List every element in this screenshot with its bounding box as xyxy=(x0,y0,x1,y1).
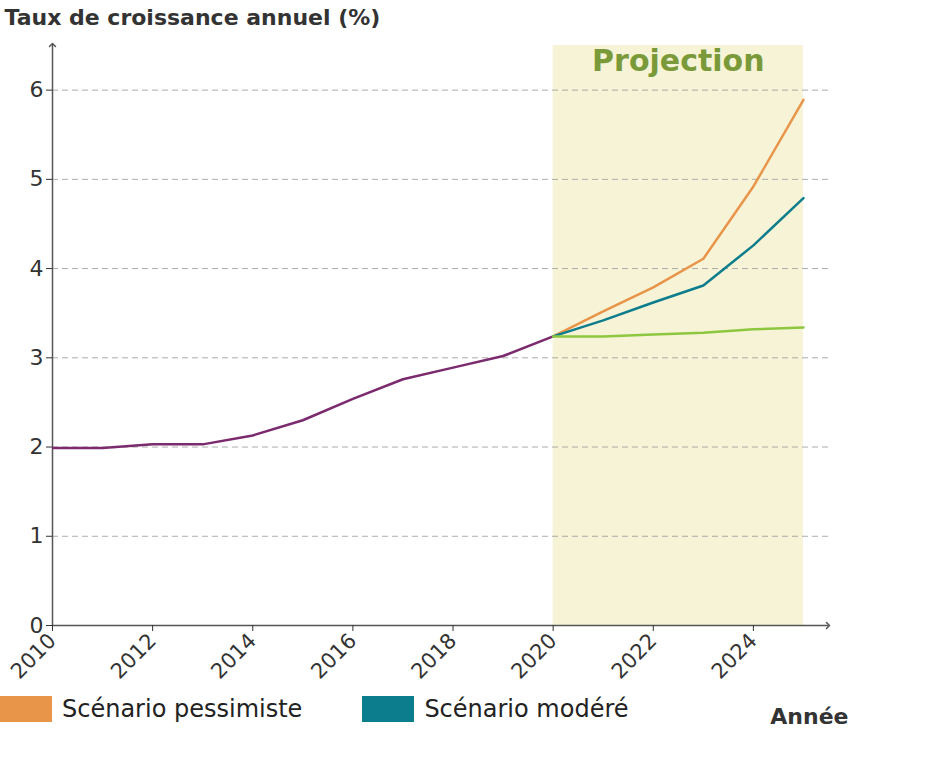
html-text:Scénario pessimiste: Scénario pessimiste xyxy=(62,695,303,723)
svg-text:Année: Année xyxy=(770,704,848,729)
svg-text:0: 0 xyxy=(30,613,44,638)
svg-text:4: 4 xyxy=(30,256,44,281)
svg-text:Taux de croissance annuel (%): Taux de croissance annuel (%) xyxy=(5,5,381,30)
svg-text:3: 3 xyxy=(30,345,44,370)
svg-text:2020: 2020 xyxy=(507,629,562,684)
svg-text:2: 2 xyxy=(30,434,44,459)
svg-text:Projection: Projection xyxy=(592,43,764,78)
svg-text:2012: 2012 xyxy=(106,629,161,684)
svg-text:2014: 2014 xyxy=(206,629,261,684)
svg-text:5: 5 xyxy=(30,166,44,191)
svg-text:2016: 2016 xyxy=(306,629,361,684)
svg-text:2018: 2018 xyxy=(407,629,462,684)
html-text:Scénario modéré: Scénario modéré xyxy=(424,695,629,723)
svg-text:6: 6 xyxy=(30,77,44,102)
svg-text:1: 1 xyxy=(30,523,44,548)
svg-text:2010: 2010 xyxy=(6,628,61,684)
svg-text:2022: 2022 xyxy=(607,629,662,684)
svg-text:2024: 2024 xyxy=(707,629,762,684)
